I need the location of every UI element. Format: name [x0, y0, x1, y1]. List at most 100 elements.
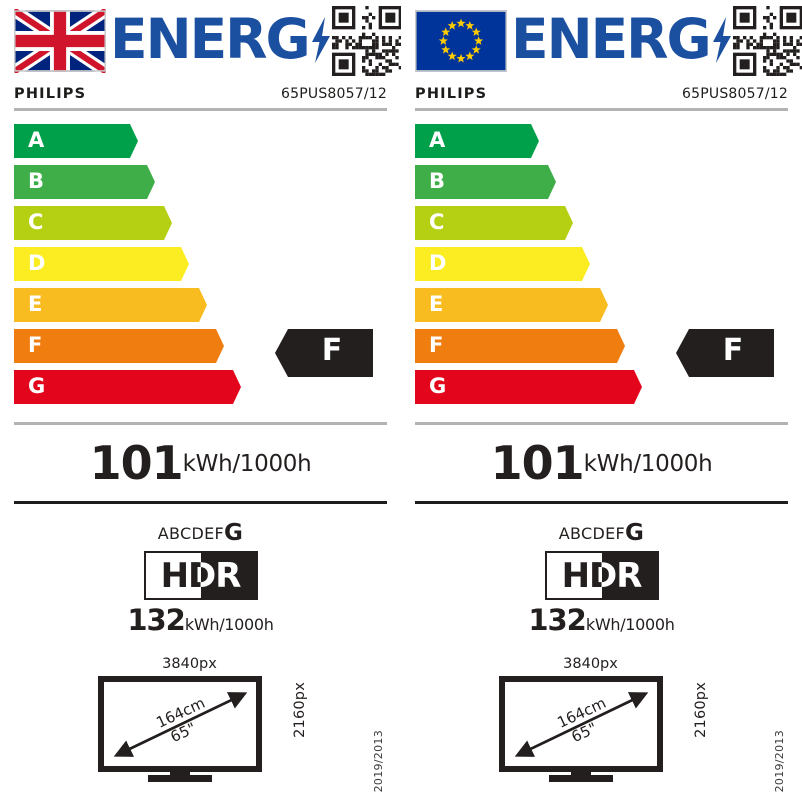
scale-bar-label: C	[28, 209, 44, 234]
energy-logo-text: ENERG	[110, 6, 311, 71]
consumption-value: 101	[490, 436, 585, 490]
energy-consumption: 101 kWh/1000h	[415, 425, 788, 501]
brand-row: PHILIPS 65PUS8057/12	[14, 82, 387, 102]
energy-logo: ENERG	[110, 9, 332, 73]
regulation-number: 2019/2013	[372, 729, 385, 792]
scale-row-b: B	[415, 165, 788, 199]
scale-row-f: F F	[415, 329, 788, 377]
hdr-scale-letters: ABCDEF G	[157, 520, 244, 546]
consumption-divider	[14, 501, 387, 504]
brand-name: PHILIPS	[415, 86, 488, 102]
scale-bar-b: B	[415, 165, 556, 199]
scale-bar-c: C	[415, 206, 573, 240]
hdr-logo-text-dark: HDR	[160, 555, 242, 596]
hdr-consumption-value: 132	[528, 603, 587, 637]
scale-bar-label: E	[429, 291, 444, 316]
energy-rating-arrow: F	[275, 329, 373, 377]
lightning-bolt-icon	[311, 17, 330, 63]
scale-bar-label: G	[429, 373, 447, 398]
scale-row-c: C	[14, 206, 387, 240]
scale-bar-b: B	[14, 165, 155, 199]
scale-row-a: A	[14, 124, 387, 158]
consumption-unit: kWh/1000h	[583, 450, 713, 477]
bar-tip-icon	[556, 206, 573, 240]
hdr-consumption-unit: kWh/1000h	[585, 615, 675, 634]
energy-rating-arrow: F	[676, 329, 774, 377]
model-number: 65PUS8057/12	[281, 86, 387, 102]
header-divider	[14, 108, 387, 111]
scale-bar-label: F	[429, 332, 444, 357]
hdr-scale-letters: ABCDEF G	[558, 520, 645, 546]
scale-row-f: F F	[14, 329, 387, 377]
scale-bar-label: D	[28, 250, 46, 275]
hdr-logo-box: HDR HDR	[143, 551, 258, 600]
lightning-bolt-icon	[310, 17, 332, 63]
hdr-scale-class: G	[224, 520, 244, 546]
scale-bar-label: G	[28, 373, 46, 398]
scale-bar-label: B	[28, 168, 45, 193]
bar-tip-icon	[207, 329, 224, 363]
scale-row-c: C	[415, 206, 788, 240]
energy-label-panel-eu: ENERG PHILIPS 65PUS8057/12 A	[401, 0, 802, 802]
scale-bar-c: C	[14, 206, 172, 240]
tv-diagram: 3840px 164cm 65" 2160px	[415, 657, 788, 782]
tv-width-pixels: 3840px	[162, 656, 217, 672]
bar-tip-icon	[121, 124, 138, 158]
regulation-number: 2019/2013	[773, 729, 786, 792]
bar-tip-icon	[608, 329, 625, 363]
bar-tip-icon	[224, 370, 241, 404]
tv-width-pixels: 3840px	[563, 656, 618, 672]
scale-bar-d: D	[415, 247, 590, 281]
consumption-value: 101	[89, 436, 184, 490]
brand-row: PHILIPS 65PUS8057/12	[415, 82, 788, 102]
hdr-logo-box: HDR HDR	[544, 551, 659, 600]
energy-logo-text: ENERG	[511, 6, 712, 71]
scale-row-g: G	[415, 370, 788, 404]
rating-arrow-tip-icon	[676, 329, 702, 377]
hdr-consumption: 132 kWh/1000h	[528, 603, 675, 637]
qr-code-icon[interactable]	[331, 6, 402, 76]
scale-bar-d: D	[14, 247, 189, 281]
energy-rating-label: F	[321, 333, 343, 368]
bar-tip-icon	[625, 370, 642, 404]
energy-consumption: 101 kWh/1000h	[14, 425, 387, 501]
hdr-scale-small: ABCDEF	[558, 524, 626, 543]
bar-tip-icon	[172, 247, 189, 281]
scale-bar-label: D	[429, 250, 447, 275]
scale-row-b: B	[14, 165, 387, 199]
model-number: 65PUS8057/12	[682, 86, 788, 102]
bar-tip-icon	[591, 288, 608, 322]
hdr-box-dark-half	[200, 553, 256, 598]
energy-rating-label: F	[722, 333, 744, 368]
scale-row-e: E	[415, 288, 788, 322]
scale-bar-f: F	[14, 329, 224, 363]
scale-row-d: D	[14, 247, 387, 281]
rating-arrow-tip-icon	[275, 329, 301, 377]
tv-outline-icon: 164cm 65"	[97, 675, 262, 782]
energy-class-scale: A B C D	[415, 111, 788, 416]
hdr-logo-text-light: HDR	[561, 555, 643, 596]
qr-code-icon[interactable]	[732, 6, 802, 76]
eu-flag-icon	[415, 10, 507, 72]
tv-height-pixels: 2160px	[693, 681, 709, 738]
hdr-section: ABCDEF G HDR HDR 132 kWh/1000h	[14, 504, 387, 635]
hdr-consumption-unit: kWh/1000h	[184, 615, 274, 634]
tv-height-pixels: 2160px	[292, 681, 308, 738]
scale-bar-g: G	[415, 370, 642, 404]
hdr-scale-small: ABCDEF	[157, 524, 225, 543]
bar-tip-icon	[522, 124, 539, 158]
scale-bar-label: E	[28, 291, 43, 316]
scale-bar-label: A	[28, 127, 45, 152]
bar-tip-icon	[190, 288, 207, 322]
scale-row-d: D	[415, 247, 788, 281]
uk-flag-icon	[14, 9, 106, 73]
scale-bar-label: B	[429, 168, 446, 193]
hdr-logo-text-dark: HDR	[561, 555, 643, 596]
hdr-logo-text-light: HDR	[160, 555, 242, 596]
scale-bar-a: A	[14, 124, 138, 158]
scale-bar-g: G	[14, 370, 241, 404]
energy-label-panel-uk: ENERG PHILIPS 65PUS8057/12 A	[14, 6, 402, 792]
bar-tip-icon	[539, 165, 556, 199]
hdr-scale-class: G	[625, 520, 645, 546]
scale-bar-label: C	[429, 209, 445, 234]
